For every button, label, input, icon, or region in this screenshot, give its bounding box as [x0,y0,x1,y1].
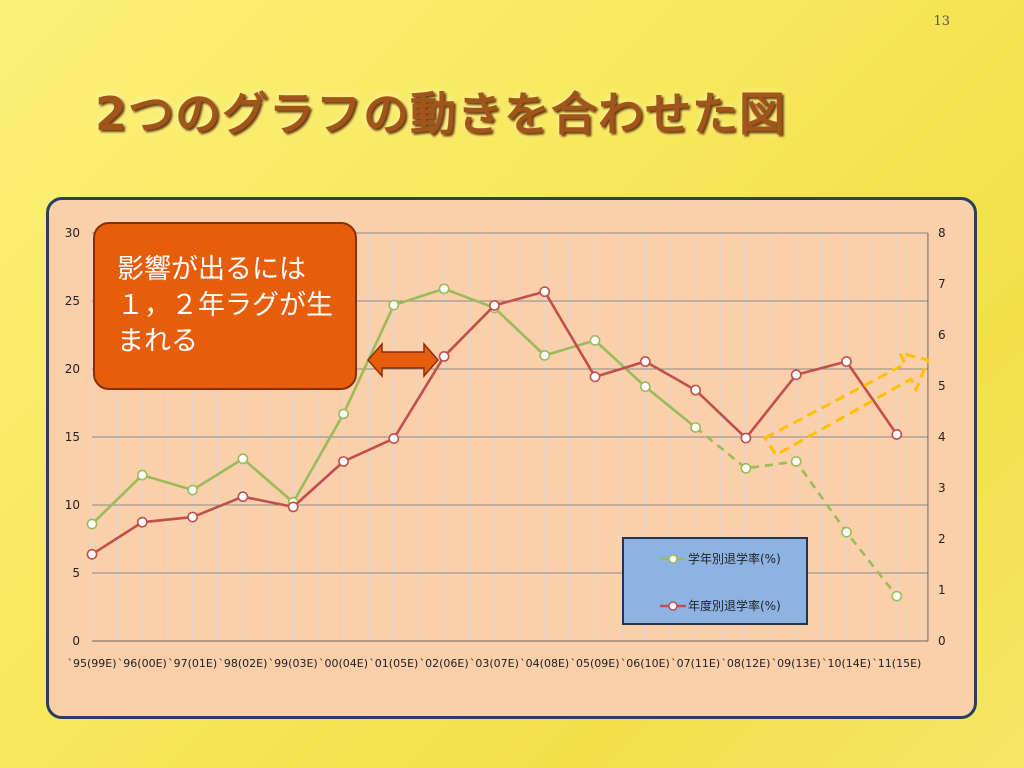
x-tick-label: `06(10E) [621,657,670,670]
legend-marker-green [660,553,686,564]
x-tick-label: `02(06E) [420,657,469,670]
data-point-series-0 [237,453,249,465]
data-point-series-1 [639,356,651,367]
lag-double-arrow [367,342,439,378]
legend-label-red: 年度別退学率(%) [688,599,781,613]
y-right-tick-label: 6 [938,328,946,342]
x-tick-label: `09(13E) [772,657,821,670]
data-point-series-0 [136,469,148,481]
x-tick-label: `07(11E) [671,657,720,670]
slide-title: 2つのグラフの動きを合わせた図 [95,87,787,141]
data-point-series-0 [639,381,651,393]
x-tick-label: `00(04E) [319,657,368,670]
data-point-series-1 [136,516,148,528]
y-left-tick-label: 30 [65,226,80,240]
y-right-tick-label: 4 [938,430,946,444]
x-tick-label: `99(03E) [269,657,318,670]
data-point-series-0 [891,590,903,602]
y-left-tick-label: 10 [65,498,80,512]
lag-note-callout: 影響が出るには１，２年ラグが生まれる [93,222,357,390]
legend-entry-green: 学年別退学率(%) [660,550,781,567]
data-point-series-0 [438,283,450,295]
data-point-series-1 [790,369,802,381]
x-tick-label: `97(01E) [168,657,217,670]
x-tick-label: `04(08E) [520,657,569,670]
chart-annotations [367,342,930,457]
data-point-series-0 [841,526,852,538]
data-point-series-0 [187,484,198,496]
x-tick-label: `10(14E) [822,657,871,670]
data-point-series-0 [690,422,701,433]
y-left-tick-label: 5 [72,566,80,580]
x-tick-label: `08(12E) [721,657,770,670]
x-tick-label: `96(00E) [118,657,167,670]
data-point-series-1 [388,433,400,444]
data-point-series-1 [690,384,701,396]
y-left-tick-label: 20 [65,362,80,376]
x-tick-label: `05(09E) [570,657,619,670]
slide-number: 13 [933,14,950,29]
data-point-series-1 [589,371,601,383]
data-point-series-1 [740,432,752,444]
chart-legend: 学年別退学率(%) 年度別退学率(%) [622,537,808,625]
data-point-series-0 [589,335,601,346]
x-tick-label: `95(99E) [67,657,116,670]
y-right-tick-label: 7 [938,277,946,291]
data-point-series-0 [790,456,802,467]
y-right-tick-label: 0 [938,634,946,648]
data-point-series-1 [438,351,450,362]
data-point-series-1 [891,429,903,440]
data-point-series-1 [539,286,551,298]
data-point-series-1 [287,501,299,513]
y-right-tick-label: 5 [938,379,946,393]
y-right-tick-label: 3 [938,481,946,495]
x-tick-label: `03(07E) [470,657,519,670]
data-point-series-1 [841,356,852,367]
y-axis-right-ticks: 0 1 2 3 4 5 6 7 8 [938,226,946,648]
y-left-tick-label: 25 [65,294,80,308]
x-tick-label: `98(02E) [218,657,267,670]
data-point-series-1 [488,300,500,311]
x-tick-label: `01(05E) [369,657,418,670]
legend-label-green: 学年別退学率(%) [688,552,781,566]
data-point-series-1 [338,456,349,467]
y-left-tick-label: 0 [72,634,80,648]
trend-outline-arrow [763,351,930,457]
legend-marker-red [660,600,686,611]
legend-entry-red: 年度別退学率(%) [660,597,781,614]
data-point-series-1 [86,548,98,560]
data-point-series-1 [237,491,249,503]
chart-series [86,283,903,602]
data-point-series-0 [338,408,349,420]
x-tick-label: `11(15E) [872,657,921,670]
data-point-series-0 [388,299,400,311]
data-point-series-0 [740,462,752,474]
data-point-series-1 [187,511,198,523]
y-right-tick-label: 8 [938,226,946,240]
y-axis-left-ticks: 0 5 10 15 20 25 30 [65,226,80,648]
data-point-series-0 [539,349,551,361]
data-point-series-0 [86,518,98,530]
y-right-tick-label: 2 [938,532,946,546]
y-right-tick-label: 1 [938,583,946,597]
x-axis-tick-labels: `95(99E) `96(00E) `97(01E) `98(02E) `99(03E)… [67,657,921,670]
y-left-tick-label: 15 [65,430,80,444]
